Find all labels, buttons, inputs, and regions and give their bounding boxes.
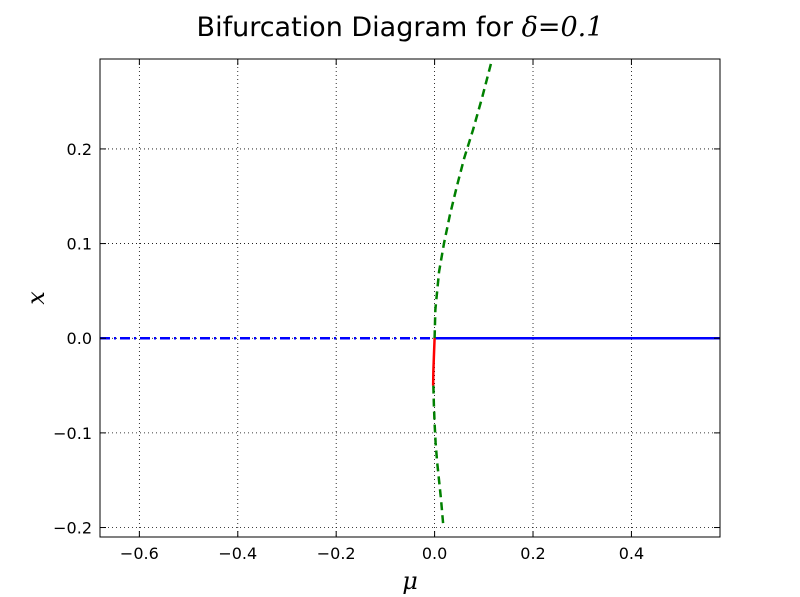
- y-tick-label: 0.2: [67, 140, 92, 159]
- y-tick-label: 0.1: [67, 235, 92, 254]
- plot-area: [100, 59, 720, 537]
- y-tick-label: −0.1: [53, 424, 92, 443]
- y-tick-label: 0.0: [67, 329, 92, 348]
- series-line-3: [432, 385, 445, 528]
- plot-frame: [99, 58, 721, 538]
- ticks: −0.6 −0.4 −0.2 0.0 0.2 0.4 −0.2 −0.1 0.0 0.1 0.2: [53, 59, 720, 563]
- y-tick-label: −0.2: [53, 519, 92, 538]
- x-tick-label: −0.2: [317, 544, 356, 563]
- series-layer: [100, 58, 720, 528]
- x-tick-label: 0.0: [422, 544, 447, 563]
- x-axis-label: μ: [402, 567, 418, 595]
- x-tick-label: −0.6: [120, 544, 159, 563]
- series-line-4: [431, 338, 436, 386]
- chart-title: Bifurcation Diagram for δ=0.1: [197, 12, 604, 43]
- x-tick-label: −0.4: [218, 544, 257, 563]
- y-axis-label: x: [22, 291, 50, 305]
- x-tick-label: 0.2: [520, 544, 545, 563]
- x-tick-label: 0.4: [619, 544, 644, 563]
